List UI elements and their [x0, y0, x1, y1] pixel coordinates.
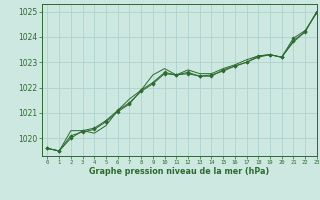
X-axis label: Graphe pression niveau de la mer (hPa): Graphe pression niveau de la mer (hPa): [89, 167, 269, 176]
